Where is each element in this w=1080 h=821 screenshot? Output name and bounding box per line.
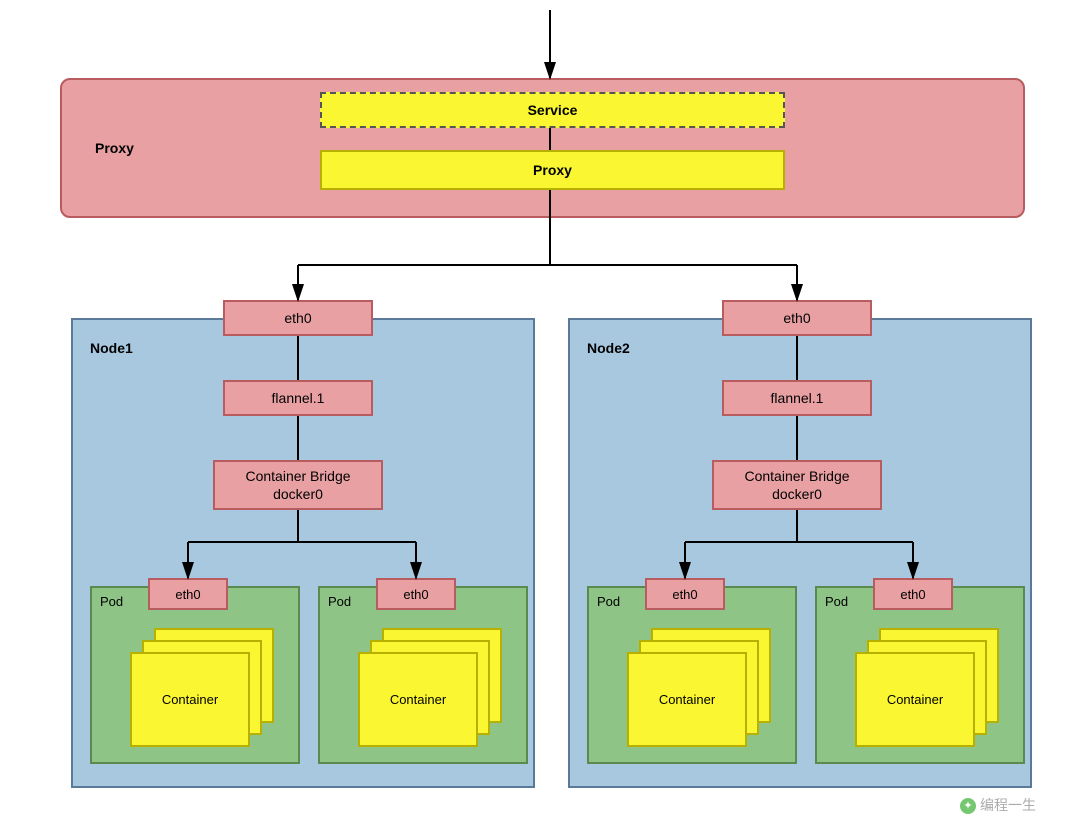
node2-pod0-label: Pod: [597, 594, 620, 609]
proxy-inner-box: Proxy: [320, 150, 785, 190]
node1-pod0-label: Pod: [100, 594, 123, 609]
node1-pod1-container-0: Container: [358, 652, 478, 747]
watermark: ✦编程一生: [960, 795, 1036, 815]
node1-label: Node1: [90, 340, 133, 356]
service-box: Service: [320, 92, 785, 128]
node2-pod1-container-0: Container: [855, 652, 975, 747]
node2-label: Node2: [587, 340, 630, 356]
node2-bridge: Container Bridge docker0: [712, 460, 882, 510]
node2-flannel: flannel.1: [722, 380, 872, 416]
node2-pod0-eth0: eth0: [645, 578, 725, 610]
node2-pod0-container-0: Container: [627, 652, 747, 747]
node1-flannel: flannel.1: [223, 380, 373, 416]
node1-pod0-container-0: Container: [130, 652, 250, 747]
node2-pod1-eth0: eth0: [873, 578, 953, 610]
node2-eth0: eth0: [722, 300, 872, 336]
node1-bridge: Container Bridge docker0: [213, 460, 383, 510]
node1-eth0: eth0: [223, 300, 373, 336]
node1-pod1-eth0: eth0: [376, 578, 456, 610]
node1-pod0-eth0: eth0: [148, 578, 228, 610]
proxy-outer-label: Proxy: [95, 140, 134, 156]
node2-pod1-label: Pod: [825, 594, 848, 609]
node1-pod1-label: Pod: [328, 594, 351, 609]
